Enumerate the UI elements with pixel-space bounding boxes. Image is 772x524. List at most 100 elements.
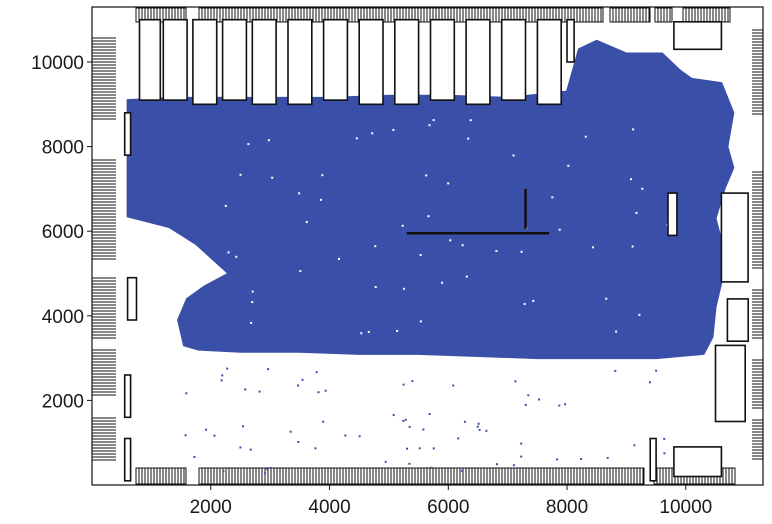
scatter-point [221, 374, 224, 377]
scatter-gap [631, 245, 634, 248]
outlined-rectangle [162, 18, 188, 101]
outlined-rectangle [123, 112, 132, 156]
scatter-point [324, 389, 327, 392]
scattered-points [184, 119, 675, 475]
scatter-gap [396, 329, 399, 332]
scatter-gap [355, 137, 358, 140]
scatter-point [226, 367, 229, 370]
scatter-gap [374, 245, 377, 248]
scatter-point [213, 434, 216, 437]
scatter-point [663, 437, 666, 440]
scatter-point [301, 378, 304, 381]
scatter-gap [432, 119, 435, 122]
scatter-point [402, 419, 405, 422]
hatch-strip [752, 359, 763, 409]
scatter-gap [461, 244, 464, 247]
scatter-gap [465, 275, 468, 278]
scatter-point [193, 456, 196, 458]
scatter-point [270, 467, 272, 469]
scatter-point [614, 369, 617, 372]
scatter-gap [251, 290, 254, 293]
scatter-point [633, 444, 636, 447]
scatter-gap [367, 330, 370, 333]
scatter-point [404, 418, 407, 421]
scatter-gap [419, 320, 422, 323]
outlined-rectangle [536, 18, 563, 106]
scatter-gap [630, 178, 632, 181]
hatch-strip [752, 289, 763, 339]
scatter-gap [558, 228, 561, 231]
scatter-gap [615, 330, 618, 333]
scatter-point [297, 441, 300, 443]
scatter-gap [247, 143, 250, 146]
scatter-gap [567, 164, 570, 167]
scatter-point [411, 380, 414, 383]
hatch-strip-border [654, 7, 673, 23]
scatter-gap [638, 313, 641, 316]
scatter-point [558, 404, 561, 407]
scatter-gap [338, 257, 340, 260]
scatter-gap [449, 239, 452, 242]
scatter-point [514, 380, 517, 383]
scatter-gap [635, 211, 638, 214]
scatter-point [242, 425, 244, 428]
scatter-gap [250, 321, 253, 324]
scatter-point [258, 390, 261, 393]
line-segments [406, 188, 550, 235]
scatter-point [648, 381, 651, 384]
outlined-rectangle [500, 18, 527, 101]
scatter-point [266, 468, 269, 471]
scatter-point [358, 435, 361, 438]
outlined-rectangle [221, 18, 248, 101]
scatter-point [556, 458, 559, 461]
scatter-point [564, 403, 567, 406]
scatter-point [461, 469, 463, 472]
outlined-rectangle [123, 437, 132, 482]
outlined-rectangle [720, 192, 749, 283]
outlined-rectangle [726, 298, 750, 342]
scatter-gap [467, 137, 470, 140]
scatter-gap [495, 250, 498, 252]
scatter-gap [235, 255, 238, 258]
hatch-strip [92, 417, 116, 461]
outlined-rectangle [138, 18, 162, 101]
scatter-point [392, 414, 395, 417]
scatter-gap [520, 250, 523, 253]
scatter-gap [551, 196, 554, 199]
scatter-point [384, 460, 387, 463]
x-tick-label: 8000 [546, 497, 588, 518]
scatter-gap [298, 192, 301, 195]
scatter-point [249, 448, 252, 451]
scatter-point [184, 434, 187, 437]
scatter-point [538, 398, 540, 401]
hatch-strip [752, 419, 763, 460]
scatter-point [297, 384, 300, 387]
outlined-rectangle [673, 20, 723, 51]
scatter-point [476, 425, 479, 428]
scatter-point [185, 392, 188, 395]
scatter-point [524, 403, 527, 406]
scatter-point [422, 428, 425, 431]
scatter-point [344, 434, 347, 437]
outlined-rectangle [251, 18, 277, 106]
scatter-gap [299, 270, 302, 273]
scatter-point [205, 428, 208, 431]
scatter-gap [447, 182, 450, 185]
scatter-gap [392, 128, 395, 131]
scatter-gap [321, 174, 324, 177]
scatter-gap [469, 119, 472, 122]
scatter-point [322, 420, 325, 423]
scatter-gap [632, 128, 635, 131]
scatter-point [512, 464, 515, 467]
hatch-strip-border [609, 7, 651, 23]
outlined-rectangle [566, 18, 575, 63]
scatter-gap [592, 246, 594, 249]
outlined-rectangle [126, 276, 138, 321]
outlined-rectangle [123, 374, 132, 419]
scatter-point [457, 437, 460, 440]
outlined-rectangle [673, 446, 723, 478]
scatter-point [244, 388, 247, 391]
scatter-gap [401, 224, 404, 227]
scatter-point [452, 384, 455, 387]
